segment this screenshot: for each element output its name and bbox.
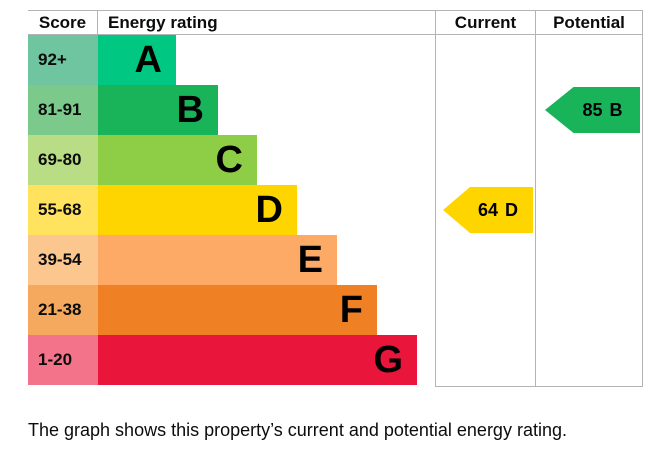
header-energy-rating: Energy rating (98, 11, 436, 34)
epc-rating-chart: Score Energy rating Current Potential 92… (28, 10, 643, 387)
band-row-c: 69-80 C (28, 135, 643, 185)
band-bar-b: B (98, 85, 218, 135)
chart-body: 92+ A 81-91 B 69-80 C 55-68 D 39-54 E 21… (28, 35, 643, 387)
band-row-g: 1-20 G (28, 335, 643, 385)
band-letter: C (215, 139, 243, 181)
score-cell: 69-80 (28, 135, 98, 185)
band-bar-c: C (98, 135, 257, 185)
potential-rating-band: B (609, 99, 623, 120)
score-cell: 21-38 (28, 285, 98, 335)
band-row-d: 55-68 D (28, 185, 643, 235)
band-letter: G (373, 339, 403, 381)
band-row-e: 39-54 E (28, 235, 643, 285)
column-divider (435, 35, 436, 387)
band-row-b: 81-91 B (28, 85, 643, 135)
band-row-a: 92+ A (28, 35, 643, 85)
chart-header-row: Score Energy rating Current Potential (28, 10, 643, 35)
score-cell: 81-91 (28, 85, 98, 135)
potential-rating-value: 85 (582, 99, 603, 120)
chart-caption: The graph shows this property’s current … (28, 420, 567, 440)
band-letter: F (339, 289, 363, 331)
band-letter: D (255, 189, 283, 231)
score-cell: 1-20 (28, 335, 98, 385)
band-bar-d: D (98, 185, 297, 235)
header-score: Score (28, 11, 98, 34)
band-bar-e: E (98, 235, 337, 285)
current-rating-value: 64 (477, 199, 499, 220)
band-letter: A (134, 39, 162, 81)
band-bar-f: F (98, 285, 377, 335)
current-rating-band: D (505, 199, 519, 220)
score-cell: 55-68 (28, 185, 98, 235)
band-bar-g: G (98, 335, 417, 385)
band-row-f: 21-38 F (28, 285, 643, 335)
chart-bottom-border (435, 386, 643, 387)
column-divider (642, 35, 643, 387)
header-potential: Potential (536, 11, 643, 34)
score-cell: 39-54 (28, 235, 98, 285)
band-bar-a: A (98, 35, 176, 85)
band-letter: E (297, 239, 323, 281)
column-divider (535, 35, 536, 387)
band-letter: B (176, 89, 204, 131)
header-current: Current (436, 11, 536, 34)
score-cell: 92+ (28, 35, 98, 85)
